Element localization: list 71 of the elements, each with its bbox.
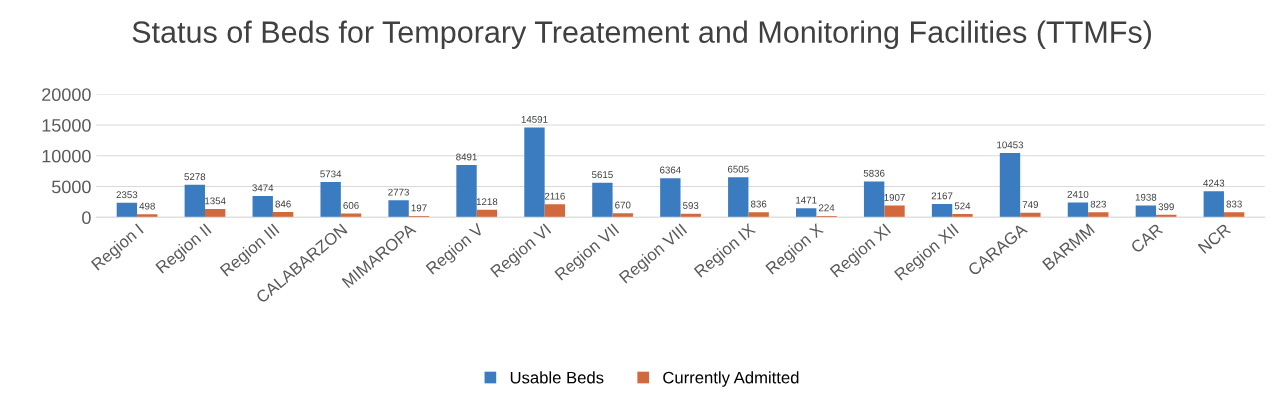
data-label: 593 [682,202,699,209]
bar [592,182,613,218]
bar [137,214,158,218]
data-label: 6505 [727,165,749,173]
chart-title: Status of Beds for Temporary Treatement and Monitoring Facilities (TTMFs) [132,20,1151,49]
bar [272,212,294,218]
data-label: 670 [615,201,631,209]
bar [252,195,273,218]
bar [524,127,545,218]
data-label: 1218 [476,198,498,206]
bar [1088,212,1109,218]
y-tick-label: 0 [82,211,91,225]
data-label: 836 [750,200,767,208]
data-label: 524 [954,202,971,210]
data-label: 1471 [796,196,817,204]
y-tick-label: 20000 [42,88,91,102]
data-label: 833 [1226,200,1242,208]
x-tick-label: CAR [1130,223,1164,254]
data-label: 10453 [997,141,1024,149]
data-label: 2773 [388,188,409,196]
bar [728,177,749,218]
data-label: 5615 [591,171,613,179]
bar [612,213,633,218]
data-label: 399 [1158,203,1174,211]
bar [116,202,138,218]
bar [1067,202,1089,218]
data-label: 5734 [320,170,342,178]
bar [863,181,885,218]
data-label: 1354 [205,197,226,205]
data-label: 606 [343,201,359,209]
data-label: 14591 [521,115,548,123]
data-label: 823 [1090,200,1106,208]
bar [476,209,498,218]
data-label: 5836 [863,169,885,177]
bar [204,208,226,218]
data-label: 197 [411,204,427,212]
bar [1203,191,1224,218]
bar [184,184,205,218]
bar [748,212,769,218]
data-label: 4243 [1203,179,1225,187]
data-label: 8491 [456,153,477,161]
data-label: 2410 [1067,190,1089,198]
y-tick-label: 5000 [52,180,91,194]
data-label: 749 [1022,201,1039,208]
y-tick-label: 10000 [42,149,91,163]
bar [931,203,953,218]
data-label: 6364 [660,166,681,174]
bar [456,165,477,218]
bar [388,200,409,218]
data-label: 2353 [116,191,138,199]
legend-label: Usable Beds [510,371,604,384]
bar [1135,205,1157,218]
bar [999,153,1021,218]
y-tick-label: 15000 [42,118,91,132]
bar [952,214,973,218]
data-label: 1938 [1135,193,1157,201]
bar [544,204,566,218]
bar [796,208,817,218]
bar [320,182,341,218]
data-label: 846 [275,200,291,208]
data-label: 5278 [184,173,206,181]
legend-label: Currently Admitted [663,371,799,387]
data-label: 2116 [544,192,565,200]
bar [660,178,681,218]
bar [1223,212,1245,218]
data-label: 2167 [931,192,953,200]
data-label: 1907 [884,193,905,201]
data-label: 498 [139,202,155,210]
data-label: 224 [818,204,835,212]
bar [884,205,905,218]
data-label: 3474 [252,184,274,192]
